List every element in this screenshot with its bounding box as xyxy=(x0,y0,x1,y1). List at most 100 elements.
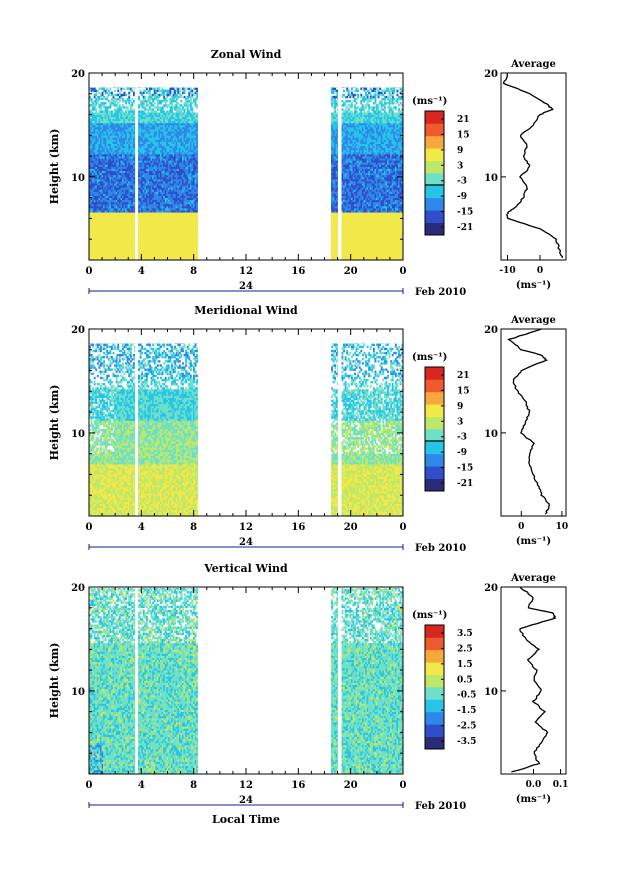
heatmap-cell xyxy=(149,100,151,102)
heatmap-cell xyxy=(135,146,136,148)
heatmap-cell xyxy=(135,216,136,218)
heatmap-cell xyxy=(97,90,99,92)
heatmap-cell xyxy=(102,94,104,96)
heatmap-cell xyxy=(135,129,136,131)
heatmap-cell xyxy=(117,102,119,104)
heatmap-cell xyxy=(143,110,145,112)
heatmap-cell xyxy=(95,92,97,94)
heatmap-cell xyxy=(155,92,157,94)
heatmap-cell xyxy=(95,104,97,106)
heatmap-cell xyxy=(180,94,182,96)
heatmap-cell xyxy=(135,169,136,171)
heatmap-cell xyxy=(138,98,140,100)
heatmap-cell xyxy=(127,108,129,110)
heatmap-cell xyxy=(135,171,136,173)
heatmap-cell xyxy=(135,152,136,154)
heatmap-cell xyxy=(135,88,136,90)
heatmap-cell xyxy=(97,100,99,102)
heatmap-cell xyxy=(171,110,173,112)
heatmap-cell xyxy=(91,100,93,102)
heatmap-cell xyxy=(144,90,146,92)
heatmap-cell xyxy=(135,133,136,135)
heatmap-cell xyxy=(135,148,136,150)
heatmap-cell xyxy=(149,90,151,92)
heatmap-cell xyxy=(135,239,136,241)
heatmap-cell xyxy=(184,88,186,90)
heatmap-cell xyxy=(184,90,186,92)
heatmap-cell xyxy=(180,110,182,112)
heatmap-cell xyxy=(135,177,136,179)
heatmap-cell xyxy=(122,104,124,106)
heatmap-cell xyxy=(120,96,122,98)
heatmap-cell xyxy=(108,100,110,102)
heatmap-cell xyxy=(143,104,145,106)
heatmap-cell xyxy=(131,102,133,104)
heatmap-cell xyxy=(163,96,165,98)
heatmap-cell xyxy=(128,92,130,94)
heatmap-cell xyxy=(166,106,168,108)
heatmap-cell xyxy=(135,117,136,119)
heatmap-cell xyxy=(180,104,182,106)
heatmap-cell xyxy=(135,167,136,169)
heatmap-cell xyxy=(173,98,175,100)
heatmap-cell xyxy=(135,208,136,210)
heatmap-cell xyxy=(171,104,173,106)
heatmap-cell xyxy=(135,204,136,206)
heatmap-cell xyxy=(135,185,136,187)
heatmap-cell xyxy=(165,102,167,104)
heatmap-cell xyxy=(160,102,162,104)
heatmap-cell xyxy=(147,110,149,112)
heatmap-cell xyxy=(128,98,130,100)
heatmap-cell xyxy=(131,90,133,92)
heatmap-cell xyxy=(122,110,124,112)
heatmap-cell xyxy=(116,100,118,102)
heatmap-cell xyxy=(108,90,110,92)
heatmap-cell xyxy=(179,92,181,94)
heatmap-cell xyxy=(125,110,127,112)
heatmap-cell xyxy=(135,154,136,156)
heatmap-cell xyxy=(108,94,110,96)
heatmap-cell xyxy=(106,98,108,100)
heatmap-cell xyxy=(135,131,136,133)
heatmap-cell xyxy=(144,98,146,100)
heatmap-cell xyxy=(135,98,136,100)
heatmap-cell xyxy=(135,252,136,254)
heatmap-cell xyxy=(135,187,136,189)
heatmap-cell xyxy=(94,96,96,98)
heatmap-cell xyxy=(169,92,171,94)
heatmap-cell xyxy=(162,108,164,110)
heatmap-cell xyxy=(151,102,153,104)
heatmap-cell xyxy=(114,90,116,92)
heatmap-cell xyxy=(100,106,102,108)
heatmap-cell xyxy=(122,98,124,100)
heatmap-cell xyxy=(95,108,97,110)
heatmap-cell xyxy=(184,110,186,112)
heatmap-cell xyxy=(154,102,156,104)
heatmap-cell xyxy=(128,96,130,98)
heatmap-cell xyxy=(135,125,136,127)
heatmap-cell xyxy=(135,164,136,166)
heatmap-cell xyxy=(143,102,145,104)
heatmap-cell xyxy=(135,191,136,193)
heatmap-cell xyxy=(102,92,104,94)
heatmap-cell xyxy=(94,106,96,108)
heatmap-cell xyxy=(149,92,151,94)
heatmap-cell xyxy=(152,104,154,106)
heatmap-cell xyxy=(158,96,160,98)
heatmap-cell xyxy=(176,94,178,96)
heatmap-cell xyxy=(171,102,173,104)
heatmap-cell xyxy=(135,183,136,185)
heatmap-cell xyxy=(117,90,119,92)
heatmap-cell xyxy=(135,94,136,96)
heatmap-cell xyxy=(163,106,165,108)
heatmap-cell xyxy=(135,243,136,245)
heatmap-cell xyxy=(135,160,136,162)
heatmap-cell xyxy=(131,108,133,110)
heatmap-cell xyxy=(109,88,111,90)
heatmap-cell xyxy=(135,194,136,196)
heatmap-cell xyxy=(100,96,102,98)
heatmap-cell xyxy=(91,110,93,112)
heatmap-cell xyxy=(157,98,159,100)
heatmap-cell xyxy=(179,90,181,92)
heatmap-cells xyxy=(89,88,403,261)
